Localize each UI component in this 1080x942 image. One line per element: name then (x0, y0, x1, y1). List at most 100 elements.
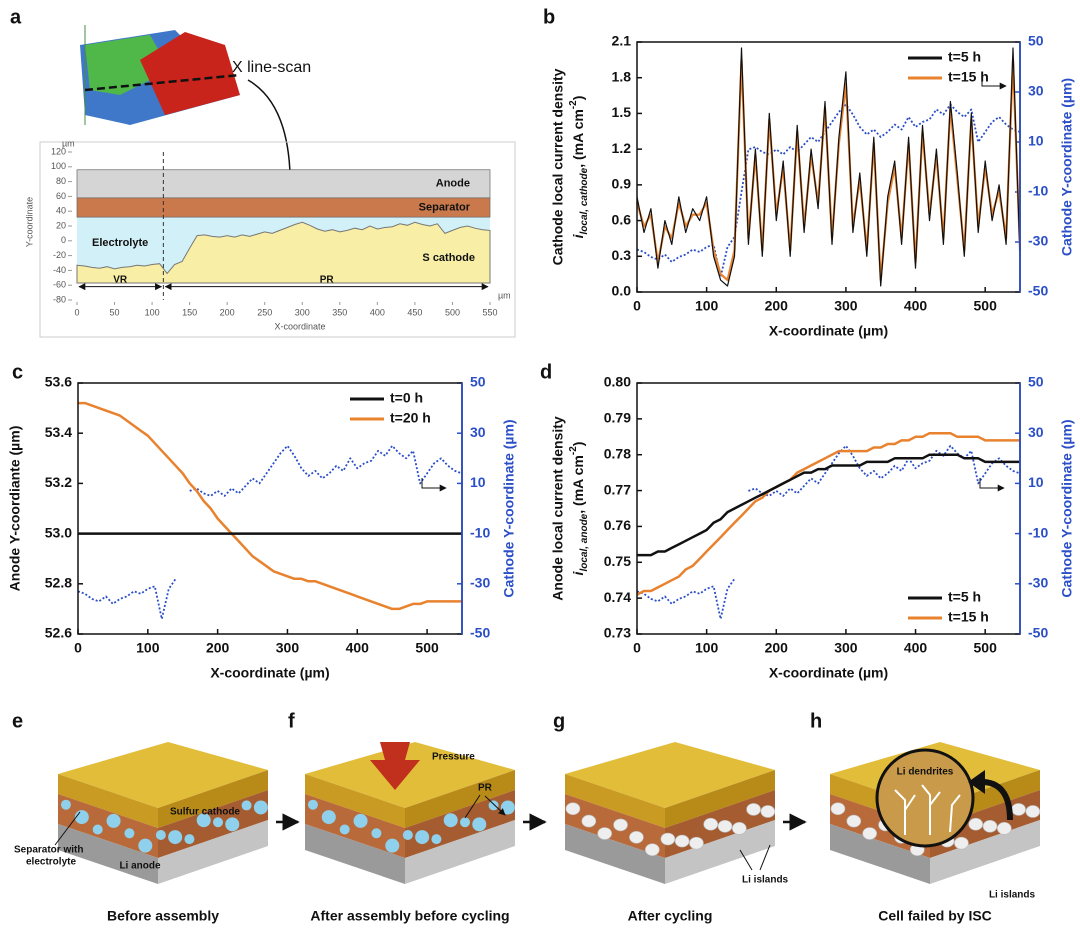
y2-tick-label: 50 (1028, 374, 1044, 390)
region-label: VR (113, 274, 128, 285)
y-tick-label: 53.4 (45, 424, 72, 440)
pore (225, 817, 240, 832)
left-face-layer (58, 824, 158, 884)
series-line (636, 444, 1021, 620)
y-tick-label: 0.80 (604, 374, 631, 390)
x-tick-label: 250 (257, 307, 272, 317)
y2-tick-label: -50 (470, 625, 490, 641)
x-tick-label: 400 (370, 307, 385, 317)
x-tick-label: 0 (74, 307, 79, 317)
layer (76, 169, 491, 199)
pore (253, 800, 268, 815)
caption: After cycling (628, 908, 713, 924)
y-axis-label-part: local, anode (579, 513, 590, 571)
layer-label: S cathode (422, 252, 475, 264)
y-tick-label: 0.75 (604, 553, 631, 569)
pore (106, 813, 121, 828)
caption: After assembly before cycling (310, 908, 509, 924)
y-tick-label: 1.2 (612, 140, 632, 156)
pore (196, 813, 211, 828)
axis-arrow (979, 478, 1005, 492)
caption: Cell failed by ISC (878, 908, 992, 924)
li-island (968, 817, 984, 831)
y2-axis-label: Cathode Y-coordinate (µm) (1059, 419, 1075, 597)
right-face-layer (158, 820, 268, 884)
li-island (996, 822, 1012, 835)
li-island (613, 818, 628, 832)
pore (138, 838, 153, 853)
li-island (645, 843, 660, 856)
series-line (78, 401, 462, 611)
pore (443, 813, 458, 828)
y-axis-label-part: i (570, 570, 586, 575)
x-tick-label: 450 (407, 307, 422, 317)
pore (92, 824, 103, 835)
y-axis-label-part: , (mA cm (570, 455, 586, 514)
series-line (636, 431, 1020, 596)
y-tick-label: 0.0 (612, 283, 632, 299)
y-tick-label: 20 (56, 220, 66, 230)
li-island (629, 830, 644, 844)
right-face-layer (665, 770, 775, 828)
y-tick-label: 0.9 (612, 176, 632, 192)
y-axis-label: Y-coordinate (24, 197, 34, 247)
legend-label: t=5 h (948, 589, 981, 605)
y-tick-label: 0.78 (604, 445, 631, 461)
pore (371, 828, 382, 839)
legend-label: t=0 h (390, 390, 423, 406)
y2-tick-label: -50 (1028, 283, 1048, 299)
li-island (565, 802, 581, 815)
panel-letter: b (543, 6, 555, 28)
panel-letter: e (12, 710, 23, 732)
x-tick-label: 0 (74, 640, 82, 656)
schematic-label: Pressure (432, 752, 475, 763)
schematic-label: Li islands (989, 890, 1036, 901)
y-tick-label: 53.6 (45, 374, 72, 390)
pore (321, 810, 336, 825)
y-axis-label: Anode Y-coordiante (µm) (7, 426, 23, 592)
y2-tick-label: -10 (470, 524, 490, 540)
x-tick-label: 400 (346, 640, 370, 656)
right-face-layer (405, 820, 515, 884)
y2-tick-label: -30 (1028, 575, 1048, 591)
y2-tick-label: -30 (470, 575, 490, 591)
y2-tick-label: -10 (1028, 524, 1048, 540)
x-tick-label: 500 (974, 640, 998, 656)
x-tick-label: 100 (695, 640, 719, 656)
left-face-layer (305, 774, 405, 828)
y-tick-label: 100 (51, 161, 66, 171)
panel-letter: f (288, 710, 295, 732)
x-tick-label: 200 (765, 640, 789, 656)
y2-tick-label: 50 (1028, 33, 1044, 49)
y-axis-label-part: , (mA cm (570, 109, 586, 168)
panel-letter: h (810, 710, 822, 732)
pore (241, 800, 252, 811)
pore (213, 817, 223, 828)
x-tick-label: 200 (206, 640, 230, 656)
pore (184, 834, 195, 845)
top-face (305, 742, 515, 808)
y-axis-label-part: ) (570, 442, 586, 447)
annotation: X line-scan (232, 59, 311, 76)
y2-tick-label: 30 (470, 424, 486, 440)
pore (124, 828, 135, 839)
y-axis-label: ilocal, cathode, (mA cm-2) (568, 96, 590, 239)
left-face-layer (305, 794, 405, 858)
x-axis-label: X-coordinate (274, 321, 325, 331)
panel-letter: a (10, 6, 22, 28)
y-axis-label-part: -2 (568, 100, 579, 109)
y-tick-label: 0.6 (612, 211, 632, 227)
y-unit: µm (62, 138, 75, 148)
dendrites (894, 784, 961, 835)
y-tick-label: -60 (53, 280, 66, 290)
y2-axis-label: Cathode Y-coordinate (µm) (501, 419, 517, 597)
right-face-layer (158, 770, 268, 828)
axis-arrow (421, 478, 447, 492)
y-axis-label: Cathode local current density (550, 68, 566, 265)
right-face-layer (665, 820, 775, 884)
y-axis-label-part: i (570, 233, 586, 238)
y-tick-label: -40 (53, 265, 66, 275)
plot-box (39, 141, 516, 338)
y-axis-label-part: -2 (568, 446, 579, 455)
y2-tick-label: 10 (470, 474, 486, 490)
